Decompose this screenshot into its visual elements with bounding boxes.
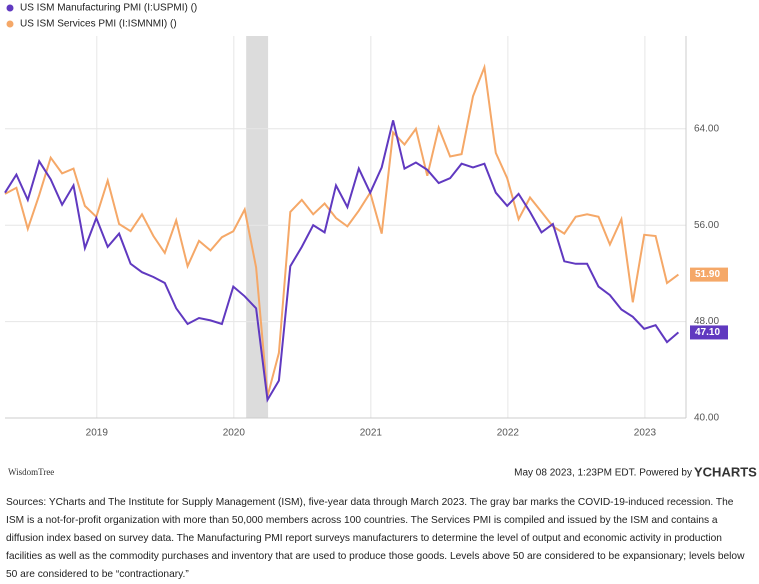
- x-tick-label: 2023: [634, 428, 657, 439]
- x-tick-label: 2021: [360, 428, 383, 439]
- y-tick-label: 48.00: [694, 316, 719, 327]
- timestamp: May 08 2023, 1:23PM EDT. Powered by: [514, 468, 692, 479]
- end-label: 47.10: [695, 327, 720, 338]
- end-label: 51.90: [695, 269, 720, 280]
- brand: YCHARTS: [694, 464, 757, 479]
- logo: WisdomTree: [8, 467, 54, 477]
- page: May 08 2023, 1:23PM EDT. Powered by YCHA…: [4, 2, 758, 580]
- y-tick-label: 40.00: [694, 413, 719, 424]
- legend-swatch: [6, 20, 14, 28]
- end-label-box: [690, 325, 728, 340]
- x-tick-label: 2020: [223, 428, 246, 439]
- y-tick-label: 64.00: [694, 123, 719, 134]
- series-line: [4, 120, 680, 403]
- x-tick-label: 2022: [497, 428, 520, 439]
- end-label-box: [690, 267, 728, 282]
- chart: May 08 2023, 1:23PM EDT. Powered by YCHA…: [4, 3, 757, 479]
- recession-band: [246, 36, 269, 418]
- legend-label: US ISM Manufacturing PMI (I:USPMI) (): [20, 3, 197, 14]
- y-tick-label: 56.00: [694, 220, 719, 231]
- x-tick-label: 2019: [86, 428, 109, 439]
- legend-label: US ISM Services PMI (I:ISMNMI) (): [20, 19, 177, 30]
- series-line: [4, 63, 679, 397]
- legend-swatch: [6, 4, 14, 12]
